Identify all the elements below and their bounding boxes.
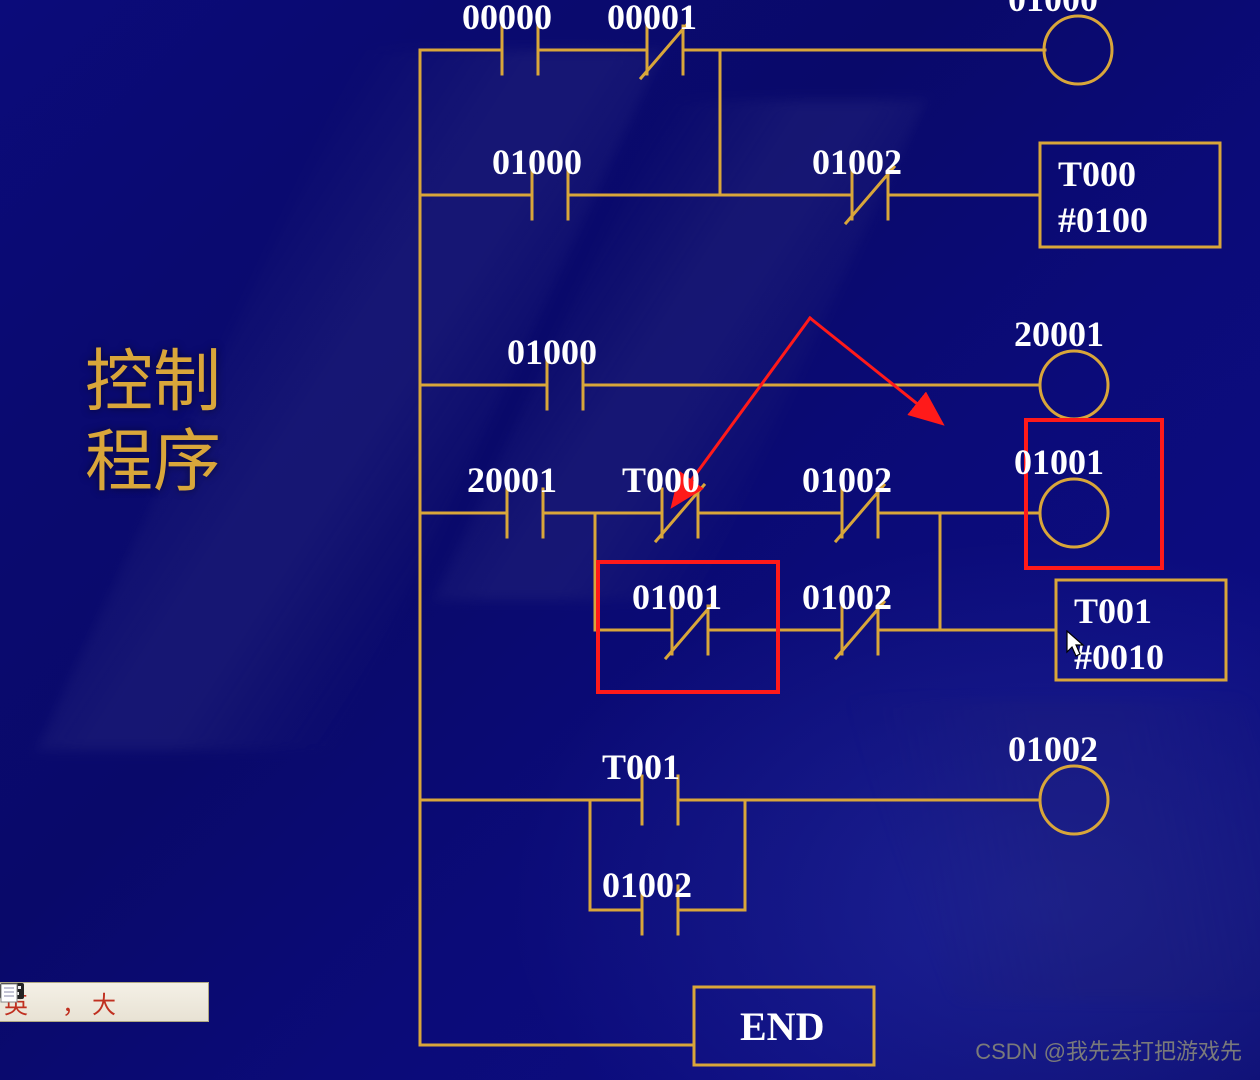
ladder-label: 01002 bbox=[602, 864, 692, 906]
watermark-text: CSDN @我先去打把游戏先 bbox=[975, 1034, 1242, 1066]
ladder-label: #0100 bbox=[1058, 199, 1148, 241]
ladder-diagram-stage: 控制 程序 0000000001010000100001002T000#0100… bbox=[0, 0, 1260, 1080]
ladder-label: 00000 bbox=[462, 0, 552, 38]
ladder-label: 01000 bbox=[492, 141, 582, 183]
ladder-label: END bbox=[740, 1003, 824, 1050]
ime-keyboard-icon[interactable] bbox=[122, 991, 144, 1013]
ime-case-indicator[interactable]: 大 bbox=[92, 985, 116, 1020]
ladder-label: 00001 bbox=[607, 0, 697, 38]
ladder-label: T000 bbox=[1058, 153, 1136, 195]
ladder-label: 01001 bbox=[1014, 441, 1104, 483]
ime-notepad-icon[interactable] bbox=[178, 991, 200, 1013]
ladder-label: 01002 bbox=[812, 141, 902, 183]
ladder-label: 20001 bbox=[1014, 313, 1104, 355]
ime-user-icon[interactable] bbox=[150, 991, 172, 1013]
ladder-label: 01002 bbox=[802, 459, 892, 501]
ladder-label: #0010 bbox=[1074, 636, 1164, 678]
ladder-label: 01002 bbox=[802, 576, 892, 618]
ladder-label: T001 bbox=[602, 746, 680, 788]
ladder-label: 01000 bbox=[1008, 0, 1098, 20]
ladder-label: T001 bbox=[1074, 590, 1152, 632]
ime-punct-indicator[interactable]: ， bbox=[62, 985, 86, 1020]
ladder-label: 01001 bbox=[632, 576, 722, 618]
ladder-label: 20001 bbox=[467, 459, 557, 501]
ime-moon-icon[interactable] bbox=[34, 991, 56, 1013]
ime-language-bar[interactable]: 英 ， 大 bbox=[0, 982, 209, 1022]
ladder-label: 01002 bbox=[1008, 728, 1098, 770]
ladder-label: T000 bbox=[622, 459, 700, 501]
ladder-label: 01000 bbox=[507, 331, 597, 373]
